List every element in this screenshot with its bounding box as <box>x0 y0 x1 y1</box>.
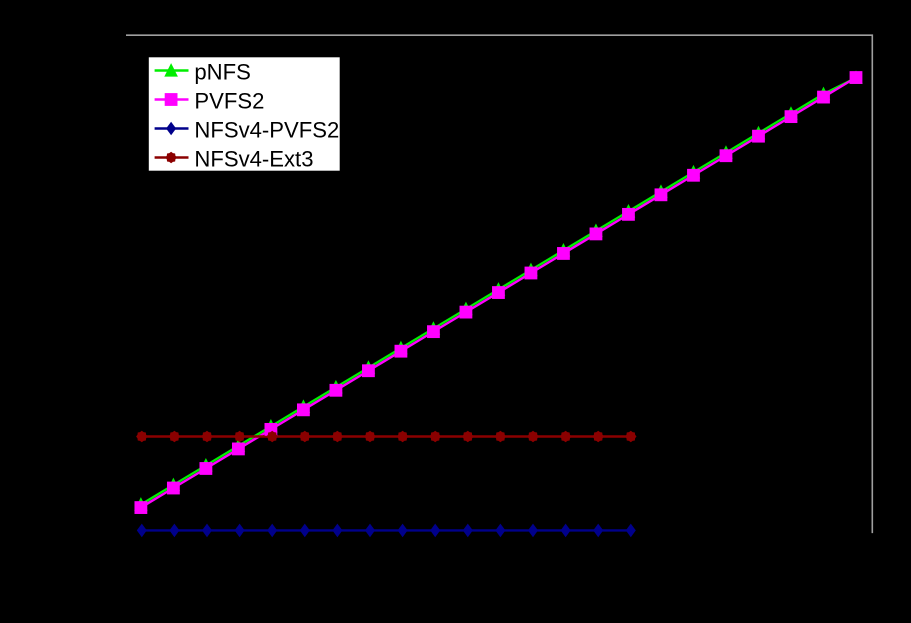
svg-text:PVFS2: PVFS2 <box>194 89 264 114</box>
svg-text:pNFS: pNFS <box>194 60 250 85</box>
svg-text:NFSv4-PVFS2: NFSv4-PVFS2 <box>194 118 339 143</box>
svg-text:NFSv4-Ext3: NFSv4-Ext3 <box>194 147 313 172</box>
